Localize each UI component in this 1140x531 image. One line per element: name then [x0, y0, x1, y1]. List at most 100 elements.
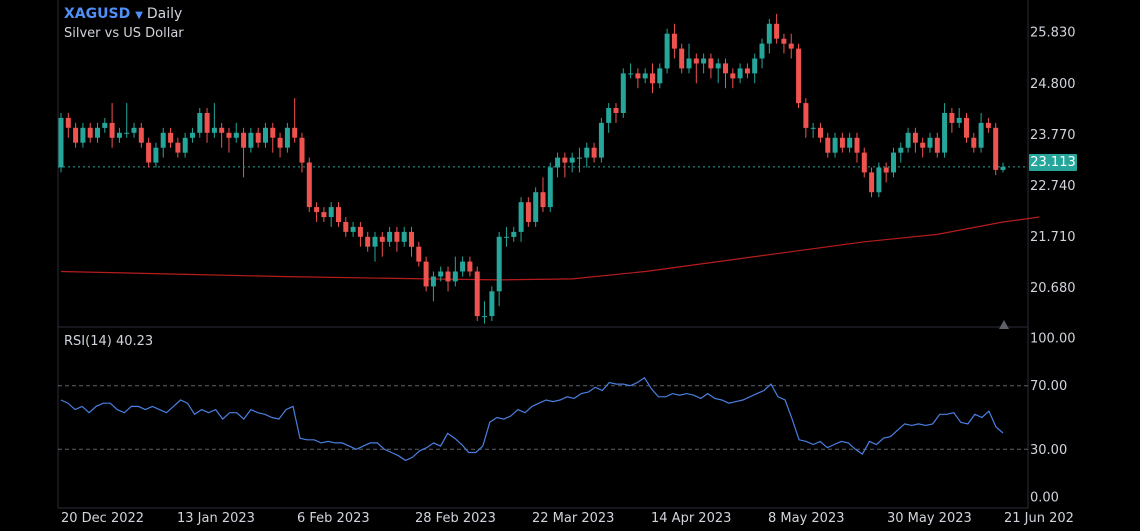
candle: [839, 132, 845, 153]
candle: [949, 108, 955, 133]
candle-body: [956, 117, 962, 123]
candle-body: [255, 132, 261, 143]
candle: [905, 127, 911, 153]
candle: [241, 127, 247, 178]
candle: [650, 63, 655, 94]
price-tick-label: 22.740: [1030, 179, 1076, 194]
candle: [686, 43, 692, 74]
candle: [387, 226, 393, 247]
candle: [781, 33, 787, 54]
candle: [577, 147, 582, 173]
candle-body: [869, 172, 875, 193]
candles: [58, 13, 1006, 324]
candle-body: [219, 127, 225, 133]
candle-body: [328, 207, 334, 217]
candle: [292, 98, 298, 143]
candle: [336, 202, 341, 227]
candle-body: [949, 113, 955, 123]
candle: [701, 53, 707, 74]
candle-body: [65, 117, 71, 128]
candle-body: [190, 132, 195, 138]
candle: [343, 217, 349, 237]
rsi-tick-label: 0.00: [1030, 491, 1059, 506]
candle-body: [883, 167, 889, 173]
candle: [314, 202, 320, 222]
candle: [350, 221, 356, 237]
candle: [219, 122, 225, 148]
candle-body: [832, 137, 838, 153]
candle-body: [569, 157, 575, 163]
candle: [211, 103, 217, 138]
candle-body: [577, 157, 582, 159]
candle: [394, 226, 400, 252]
candle: [116, 127, 122, 143]
candle-body: [401, 231, 407, 242]
candle-body: [737, 68, 743, 79]
candle: [985, 117, 991, 133]
candle-body: [146, 142, 152, 163]
candle-body: [591, 147, 597, 158]
candle: [964, 112, 969, 143]
symbol-label[interactable]: XAGUSD: [64, 6, 131, 22]
candle: [197, 108, 203, 138]
candle-body: [679, 48, 685, 69]
candle-body: [715, 63, 721, 69]
candle-body: [379, 236, 385, 242]
candle: [255, 127, 261, 148]
candle-body: [584, 147, 590, 158]
candle: [847, 132, 853, 153]
candle-body: [241, 132, 247, 148]
candle: [664, 28, 670, 74]
axis-lines: [57, 0, 1029, 509]
candle-body: [555, 157, 561, 168]
candle-body: [759, 43, 765, 59]
candle: [153, 142, 159, 168]
candle: [277, 132, 283, 158]
candle: [306, 157, 312, 213]
candle: [891, 147, 896, 178]
candle: [190, 127, 195, 143]
candle-body: [445, 271, 451, 282]
rsi-name: RSI(14): [64, 334, 112, 349]
candle: [898, 142, 904, 163]
candle-body: [927, 137, 933, 148]
candle-body: [671, 33, 677, 49]
candle-body: [336, 207, 341, 222]
candle: [774, 13, 780, 44]
candle-body: [365, 236, 371, 247]
candle-body: [467, 261, 473, 272]
rsi-tick-label: 100.00: [1030, 332, 1076, 347]
candle: [146, 137, 152, 168]
candle: [124, 103, 130, 138]
candle: [409, 226, 414, 257]
candle-body: [562, 157, 568, 163]
interval-label[interactable]: Daily: [146, 6, 183, 22]
time-tick-label: 22 Mar 2023: [532, 511, 614, 526]
candle: [233, 122, 239, 143]
candle: [467, 256, 473, 277]
candle: [810, 122, 816, 138]
rsi-tick-label: 70.00: [1030, 379, 1067, 394]
candle-body: [124, 132, 130, 134]
candle: [95, 122, 100, 143]
candle-body: [701, 58, 707, 64]
candle: [993, 122, 999, 175]
time-tick-label: 13 Jan 2023: [177, 511, 255, 526]
candle-body: [430, 276, 436, 287]
candle-body: [95, 127, 100, 138]
candle: [927, 132, 933, 153]
candle: [803, 98, 809, 138]
candle: [168, 127, 174, 148]
candle-body: [460, 261, 466, 272]
candle: [869, 167, 875, 198]
moving-average: [60, 216, 1040, 281]
dropdown-caret-icon[interactable]: ▼: [135, 10, 143, 21]
candle: [766, 18, 772, 54]
candle: [708, 53, 714, 79]
candle-body: [306, 162, 312, 208]
candle: [372, 231, 378, 262]
candle-body: [898, 147, 904, 153]
time-tick-label: 28 Feb 2023: [415, 511, 496, 526]
